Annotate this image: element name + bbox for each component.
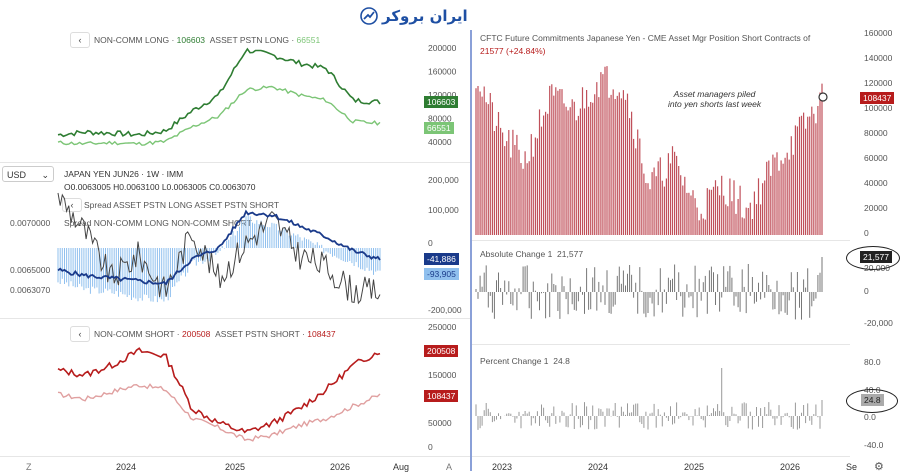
y-tick-label: 140000 — [864, 53, 893, 63]
corner-left[interactable]: Z — [26, 462, 32, 472]
spread-tick-label: 200,000 — [428, 175, 459, 185]
y-tick-label: 0 — [428, 442, 433, 452]
abs-tick-label: 0 — [864, 286, 869, 296]
spread-asset-legend: Spread ASSET PSTN LONG ASSET PSTN SHORT — [84, 200, 280, 210]
tag-spread-asset: -93,905 — [424, 268, 459, 280]
tag-noncomm-long: 106603 — [424, 96, 459, 108]
right-subtitle: 21577 (+24.84%) — [480, 46, 546, 56]
tag-noncomm-short: 200508 — [424, 345, 459, 357]
tag-top-right: 108437 — [860, 92, 895, 104]
growth-arrow-icon — [360, 7, 378, 25]
x-tick: 2026 — [330, 462, 351, 472]
currency-select[interactable]: USD ⌄ — [2, 166, 54, 182]
collapse-short-button[interactable]: ‹ — [70, 326, 90, 342]
logo: ایران بروکر — [360, 5, 510, 27]
asset-long-line — [57, 85, 381, 146]
collapse-button[interactable]: ‹ — [70, 32, 90, 48]
pct-tick-label: -40.0 — [864, 440, 884, 450]
price-tick-label: 0.0063070 — [10, 285, 50, 295]
y-tick-label: 250000 — [428, 322, 457, 332]
y-tick-label: 80000 — [428, 114, 452, 124]
y-tick-label: 120000 — [428, 90, 457, 100]
mid-ohlc: O0.0063005 H0.0063100 L0.0063005 C0.0063… — [64, 182, 256, 192]
top-left-chart: 200000 160000 120000 80000 40000 — [57, 43, 457, 147]
x-tick: Se — [846, 462, 858, 472]
corner-right[interactable]: A — [446, 462, 453, 472]
y-tick-label: 150000 — [428, 370, 457, 380]
tag-asset-short: 108437 — [424, 390, 459, 402]
asset-short-value: 108437 — [307, 329, 336, 339]
settings-icon[interactable]: ⚙ — [874, 461, 884, 473]
y-tick-label: 100000 — [864, 103, 893, 113]
abs-change-legend: Absolute Change 1 21,577 — [480, 249, 584, 259]
logo-text: ایران بروکر — [382, 7, 468, 25]
y-tick-label: 160000 — [864, 30, 893, 38]
x-tick: 2024 — [588, 462, 609, 472]
spread-tick-label: 100,000 — [428, 205, 459, 215]
spread-tick-label: -200,000 — [428, 305, 462, 315]
pct-change-legend: Percent Change 1 24.8 — [480, 356, 570, 366]
x-tick: 2025 — [225, 462, 246, 472]
pct-change-chart: 80.040.00.0-40.0 — [475, 357, 884, 450]
y-tick-label: 40000 — [864, 178, 888, 188]
right-title: CFTC Future Commitments Japanese Yen - C… — [480, 33, 811, 43]
price-tick-label: 0.0070000 — [10, 218, 50, 228]
chevron-down-icon: ⌄ — [41, 170, 49, 180]
spread-tick-label: 0 — [428, 238, 433, 248]
spread-noncomm-line — [57, 209, 381, 286]
price-line — [57, 192, 381, 305]
tag-spread-noncomm: -41,886 — [424, 253, 459, 265]
bottom-left-chart: 250000200000150000100000500000 — [57, 322, 457, 452]
mid-title: JAPAN YEN JUN26 · 1W · IMM — [64, 169, 184, 179]
mid-left-chart: 0.0070000 0.0065000 0.0063070 200,000 100,00… — [10, 175, 462, 315]
y-tick-label: 120000 — [864, 78, 893, 88]
abs-change-value: 21,577 — [557, 249, 584, 259]
y-tick-label: 0 — [864, 228, 869, 238]
right-top-chart: 160000 140000 120000 100000 80000 60000 40000 2… — [475, 30, 893, 238]
x-tick: 2025 — [684, 462, 705, 472]
tag-asset-long: 66551 — [424, 122, 454, 134]
noncomm-long-line — [57, 47, 381, 138]
tag-pct-change: 24.8 — [861, 394, 884, 406]
y-tick-label: 80000 — [864, 128, 888, 138]
pct-tick-label: 0.0 — [864, 412, 876, 422]
asset-short-line — [57, 383, 381, 442]
y-tick-label: 160000 — [428, 67, 457, 77]
pct-tag-highlight — [846, 389, 898, 413]
top-legend: NON-COMM LONG · 106603 ASSET PSTN LONG ·… — [94, 35, 321, 45]
spread-noncomm-legend: Spread NON-COMM LONG NON-COMM SHORT — [64, 218, 252, 228]
noncomm-long-value: 106603 — [176, 35, 206, 45]
y-tick-label: 60000 — [864, 153, 888, 163]
pct-tick-label: 80.0 — [864, 357, 881, 367]
price-tick-label: 0.0065000 — [10, 265, 50, 275]
x-tick: Aug — [393, 462, 410, 472]
pct-change-value: 24.8 — [553, 356, 570, 366]
y-tick-label: 200000 — [428, 43, 457, 53]
abs-change-chart: 20,0000-20,000 — [475, 257, 893, 328]
x-tick: 2023 — [492, 462, 513, 472]
abs-tick-label: -20,000 — [864, 318, 893, 328]
y-tick-label: 40000 — [428, 137, 452, 147]
x-tick: 2024 — [116, 462, 137, 472]
asset-long-value: 66551 — [296, 35, 321, 45]
tag-abs-change: 21,577 — [860, 251, 892, 263]
noncomm-short-value: 200508 — [182, 329, 211, 339]
y-tick-label: 20000 — [864, 203, 888, 213]
annotation: Asset managers piled into yen shorts las… — [668, 89, 762, 109]
y-tick-label: 50000 — [428, 418, 452, 428]
bottom-legend: NON-COMM SHORT · 200508 ASSET PSTN SHORT… — [94, 329, 336, 339]
x-tick: 2026 — [780, 462, 801, 472]
collapse-spread-button[interactable]: ‹ — [62, 198, 82, 212]
noncomm-short-line — [57, 347, 381, 434]
